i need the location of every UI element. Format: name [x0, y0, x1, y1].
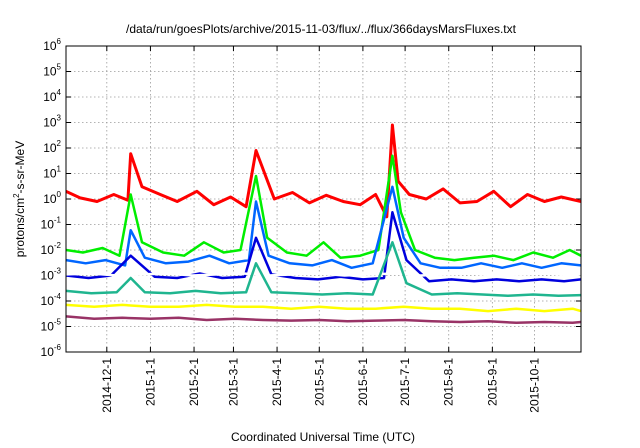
y-tick-exp: 6: [57, 37, 62, 46]
y-tick-base: 10: [41, 243, 55, 257]
y-tick-base: 10: [41, 218, 55, 232]
x-tick-labels: 2014-12-1 2015-1-1 2015-2-1 2015-3-1 2015-4-…: [100, 358, 542, 413]
series-line-7: [66, 303, 581, 313]
y-axis-label-base: protons/cm: [13, 198, 27, 257]
y-tick-exp: 5: [57, 63, 62, 72]
x-tick-label: 2015-5-1: [312, 358, 326, 406]
x-tick-label: 2015-6-1: [356, 358, 370, 406]
y-tick-base: 10: [43, 167, 57, 181]
y-tick-label: 10-3: [41, 267, 62, 283]
x-tick-label: 2015-3-1: [226, 358, 240, 406]
x-axis-label: Coordinated Universal Time (UTC): [231, 430, 415, 444]
series-line-1: [66, 123, 581, 219]
y-axis-label-rest: -s-sr-MeV: [13, 141, 27, 194]
y-tick-exp: -3: [54, 267, 62, 276]
series-line-3: [66, 185, 581, 270]
chart-title: /data/run/goesPlots/archive/2015-11-03/f…: [126, 22, 517, 36]
y-tick-exp: 0: [57, 190, 62, 199]
y-tick-label: 10-4: [41, 292, 62, 308]
y-tick-base: 10: [43, 141, 57, 155]
x-tick-label: 2015-1-1: [143, 358, 157, 406]
y-tick-label: 10-6: [41, 343, 62, 359]
x-tick-label: 2015-8-1: [442, 358, 456, 406]
y-tick-exp: -4: [54, 292, 62, 301]
x-tick-label: 2014-12-1: [100, 358, 114, 413]
x-tick-marks: [106, 46, 536, 352]
y-tick-exp: -6: [54, 343, 62, 352]
y-tick-exp: 4: [57, 88, 62, 97]
y-tick-label: 106: [43, 37, 61, 53]
y-tick-exp: -1: [54, 216, 62, 225]
y-axis-label: protons/cm2-s-sr-MeV: [12, 141, 27, 257]
series-group: [66, 123, 581, 325]
y-tick-base: 10: [43, 65, 57, 79]
x-tick-label: 2015-4-1: [270, 358, 284, 406]
y-tick-label: 103: [43, 114, 61, 130]
y-tick-labels: 10-610-510-410-310-210-11001011021031041…: [41, 37, 62, 359]
y-tick-base: 10: [41, 269, 55, 283]
y-tick-base: 10: [43, 90, 57, 104]
y-tick-exp: 2: [57, 139, 62, 148]
y-tick-label: 10-1: [41, 216, 62, 232]
y-tick-label: 100: [43, 190, 61, 206]
y-tick-label: 10-5: [41, 318, 62, 334]
y-tick-base: 10: [41, 345, 55, 359]
y-axis-label-sup: 2: [12, 193, 21, 198]
y-tick-label: 102: [43, 139, 61, 155]
x-tick-label: 2015-7-1: [398, 358, 412, 406]
y-tick-label: 104: [43, 88, 61, 104]
y-tick-base: 10: [43, 192, 57, 206]
series-line-6: [66, 241, 581, 298]
plot-frame: [65, 45, 582, 353]
series-line-4: [66, 211, 581, 283]
series-line-2: [66, 154, 581, 262]
y-tick-label: 10-2: [41, 241, 62, 257]
series-line-8: [66, 315, 581, 325]
y-tick-exp: -2: [54, 241, 62, 250]
y-tick-base: 10: [43, 39, 57, 53]
y-tick-base: 10: [41, 294, 55, 308]
y-tick-base: 10: [41, 320, 55, 334]
x-tick-label: 2015-9-1: [485, 358, 499, 406]
y-tick-label: 105: [43, 63, 61, 79]
y-tick-exp: -5: [54, 318, 62, 327]
x-tick-label: 2015-10-1: [528, 358, 542, 413]
x-tick-label: 2015-2-1: [187, 358, 201, 406]
series-line-5: [66, 272, 581, 277]
y-tick-exp: 1: [57, 165, 62, 174]
y-tick-label: 101: [43, 165, 61, 181]
y-tick-base: 10: [43, 116, 57, 130]
y-tick-exp: 3: [57, 114, 62, 123]
